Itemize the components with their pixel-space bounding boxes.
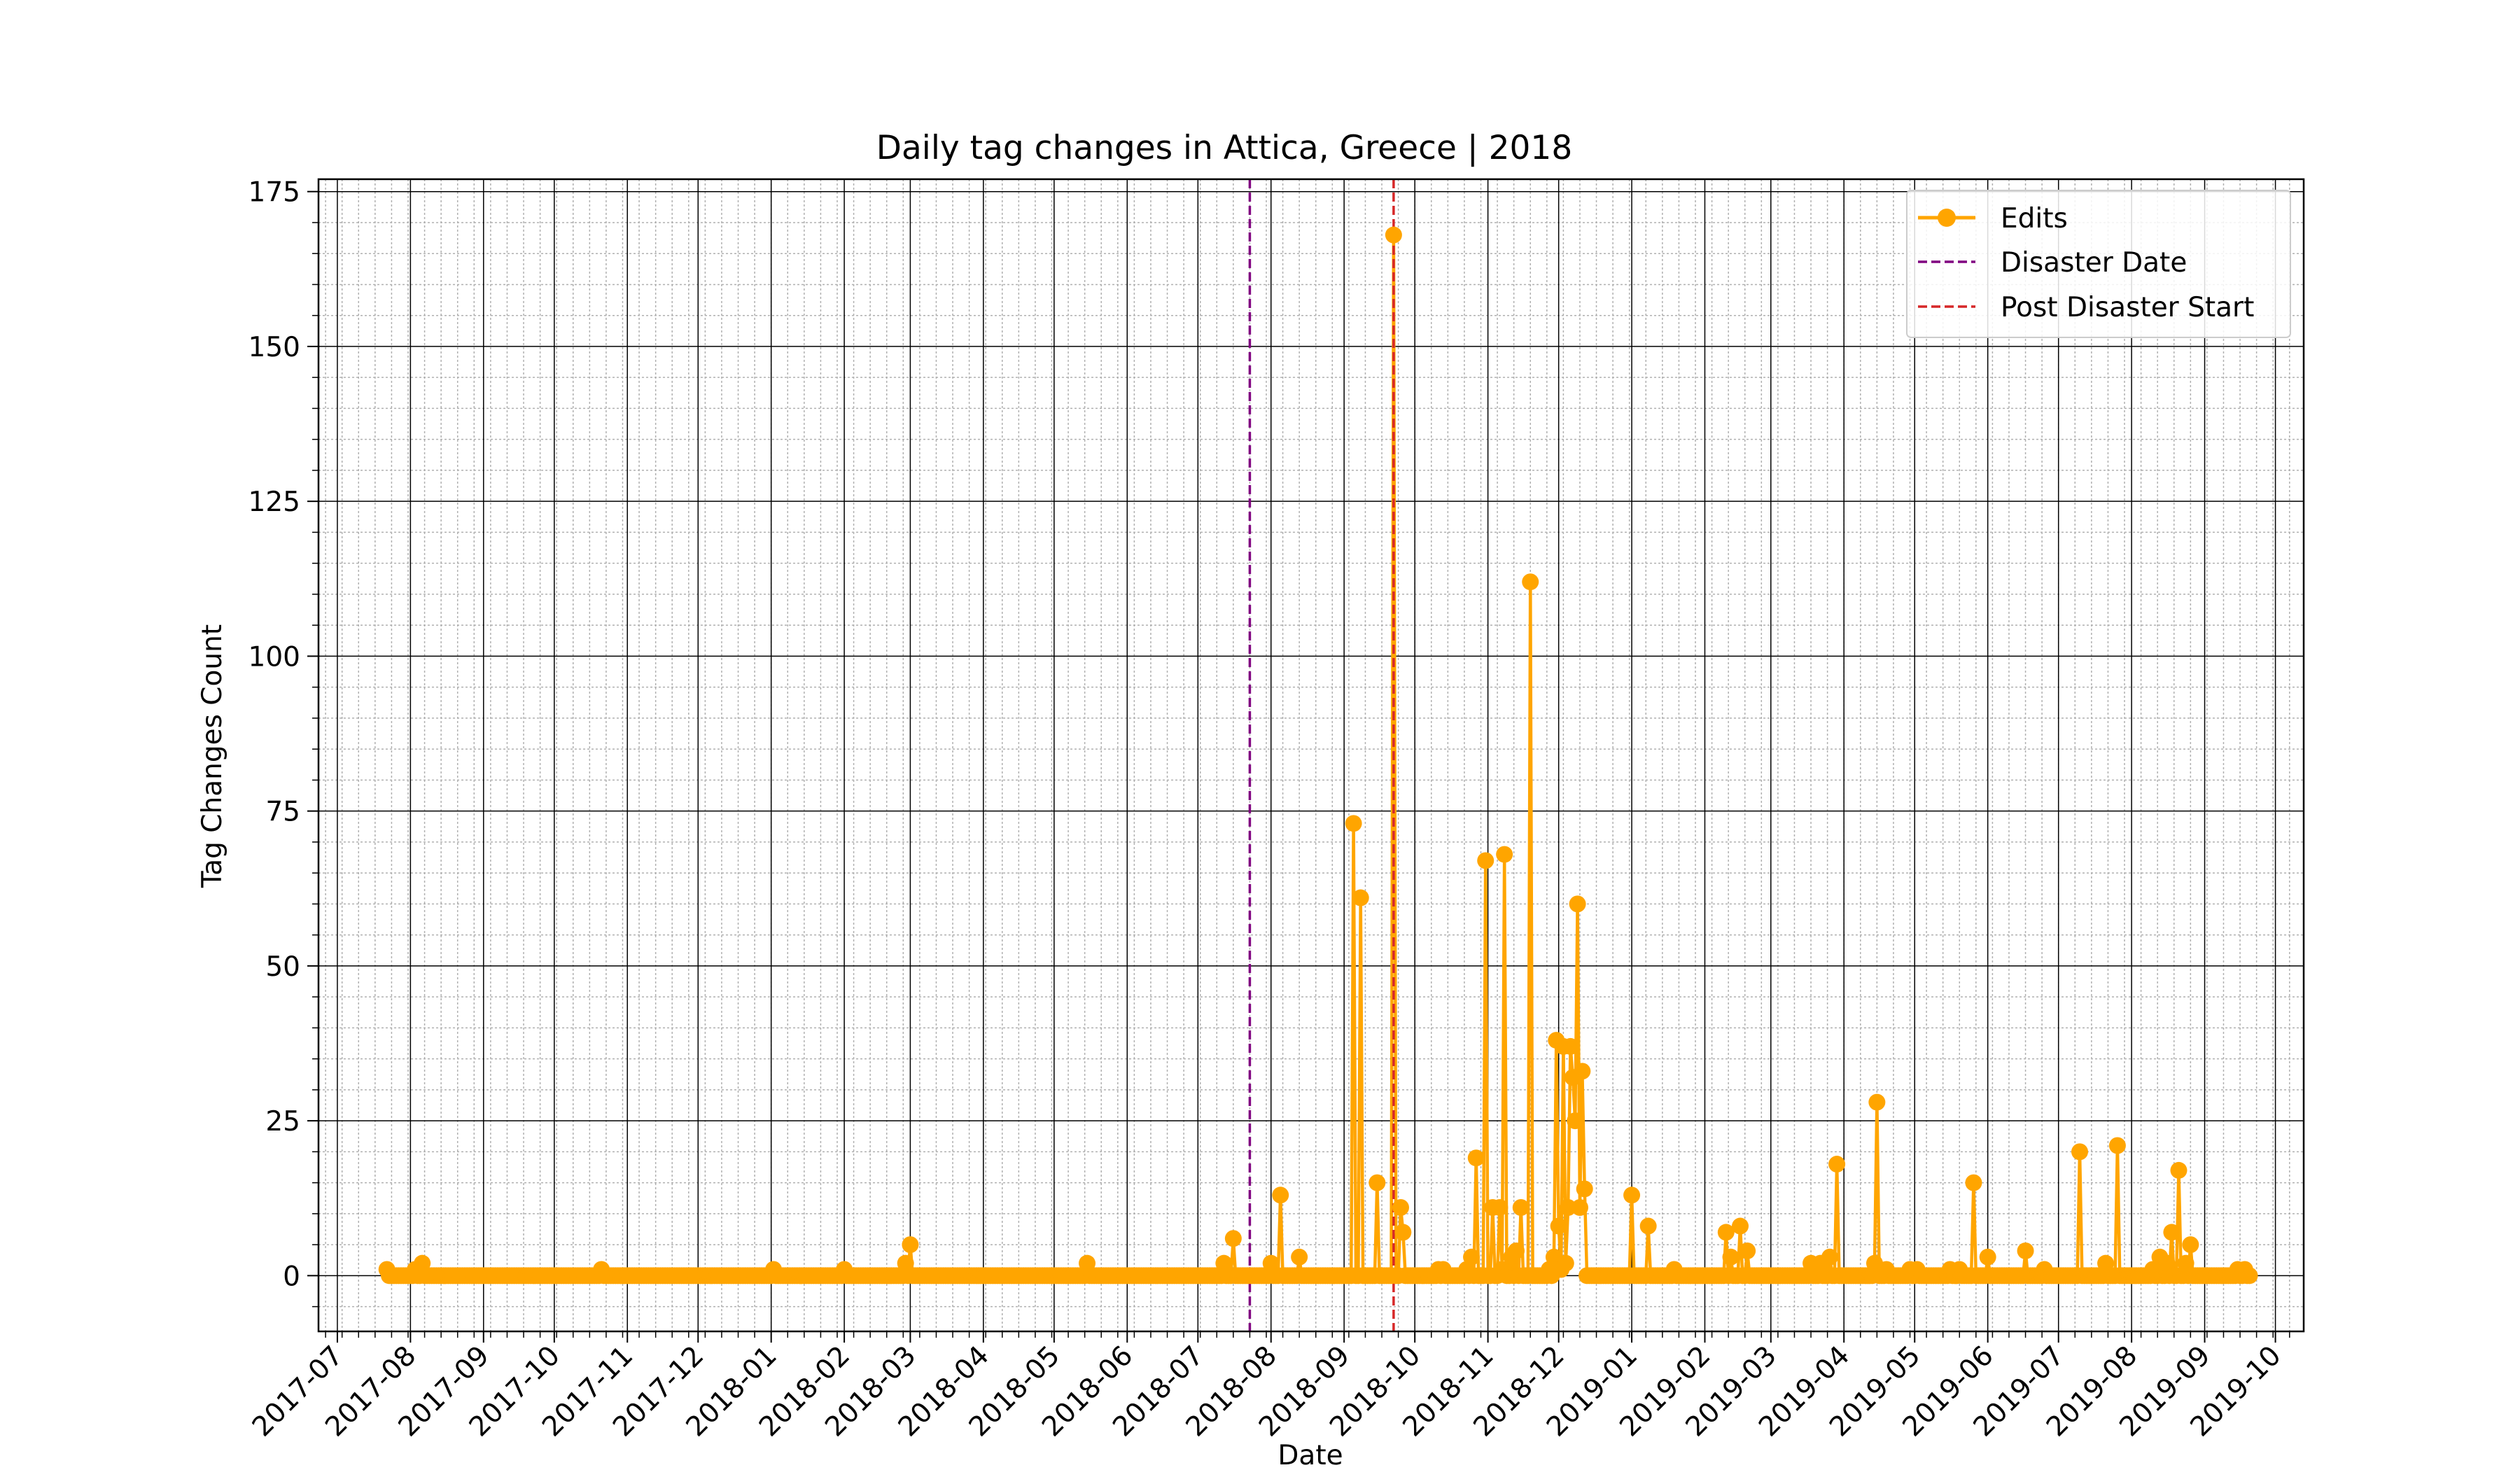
edits-data-point [1392, 1199, 1409, 1217]
x-axis-label: Date [1278, 1440, 1343, 1470]
edits-data-point [1562, 1037, 1579, 1055]
edits-data-point [1508, 1242, 1525, 1259]
edits-data-point [1722, 1248, 1740, 1266]
edits-data-point [1739, 1242, 1756, 1259]
y-axis-label: Tag Changes Count [197, 624, 228, 888]
edits-data-point [2108, 1137, 2126, 1154]
edits-data-point [1477, 852, 1494, 869]
edits-data-point [1385, 226, 1402, 244]
edits-data-point [1557, 1254, 1574, 1272]
y-tick-label: 100 [248, 641, 300, 673]
edits-data-point [2163, 1224, 2180, 1241]
edits-data-point [1569, 895, 1586, 913]
edits-data-point [1224, 1230, 1242, 1247]
legend-label-edits: Edits [2001, 203, 2068, 234]
edits-data-point [1639, 1217, 1657, 1235]
edits-data-point [1717, 1224, 1735, 1241]
minor-grid [318, 179, 2304, 1331]
edits-data-point [1467, 1149, 1485, 1167]
y-tick-label: 50 [265, 951, 300, 983]
edits-data-point [2241, 1267, 2258, 1284]
edits-data-point [1522, 573, 1539, 591]
edits-data-point [1732, 1217, 1749, 1235]
edits-data-point [2182, 1236, 2199, 1254]
legend-edits-marker [1938, 209, 1956, 227]
edits-data-point [1979, 1248, 1996, 1266]
edits-data-point [902, 1236, 919, 1254]
edits-data-point [1368, 1174, 1386, 1191]
plot-frame [317, 178, 2305, 1333]
edits-data-point [1576, 1180, 1593, 1198]
legend: Edits Disaster Date Post Disaster Start [1906, 190, 2291, 338]
edits-data-point [1574, 1063, 1591, 1080]
y-tick-label: 0 [283, 1261, 300, 1292]
edits-data-point [1567, 1112, 1584, 1130]
edits-data-point [1868, 1093, 1886, 1111]
edits-data-point [1272, 1186, 1289, 1204]
edits-data-point [1291, 1248, 1308, 1266]
major-grid [318, 179, 2304, 1331]
edits-data-point [1571, 1199, 1588, 1217]
edits-data-point [1463, 1248, 1480, 1266]
edits-data-point [1352, 889, 1369, 906]
y-tick-label: 125 [248, 486, 300, 518]
axis-ticks [307, 190, 2290, 1343]
y-tick-label: 25 [265, 1106, 300, 1138]
legend-label-post-disaster-start: Post Disaster Start [2001, 292, 2254, 323]
edits-data-point [1965, 1174, 1982, 1191]
edits-data-point [1560, 1199, 1577, 1217]
plot-markers [378, 226, 2258, 1284]
edits-data-point [1491, 1199, 1508, 1217]
edits-data-point [1821, 1248, 1838, 1266]
edits-data-point [1496, 846, 1513, 863]
legend-box [1906, 190, 2291, 338]
y-tick-label: 150 [248, 332, 300, 363]
edits-data-point [2071, 1143, 2089, 1161]
edits-data-point [1345, 815, 1362, 832]
edits-data-point [2170, 1161, 2188, 1179]
edits-data-point [1828, 1156, 1846, 1173]
edits-data-point [2017, 1242, 2034, 1259]
edits-data-point [1550, 1217, 1567, 1235]
y-tick-label: 75 [265, 797, 300, 828]
chart-title: Daily tag changes in Attica, Greece | 20… [876, 129, 1572, 167]
edits-data-point [1512, 1199, 1530, 1217]
edits-data-point [1394, 1224, 1412, 1241]
legend-label-disaster-date: Disaster Date [2001, 247, 2187, 279]
edits-data-point [1623, 1186, 1641, 1204]
y-tick-label: 175 [248, 177, 300, 209]
